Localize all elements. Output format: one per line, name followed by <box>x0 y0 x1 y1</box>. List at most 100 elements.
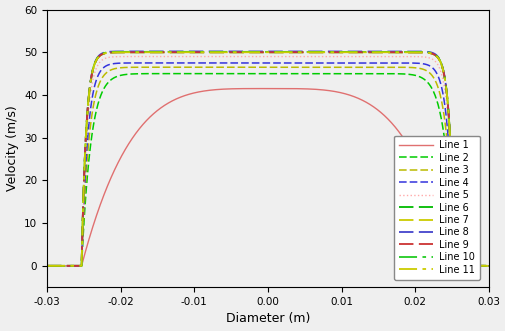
Line: Line 11: Line 11 <box>47 52 488 266</box>
Line 11 <box>379 50 385 54</box>
Line 5 <box>308 55 314 59</box>
Line 11 <box>80 199 86 203</box>
Line 5 <box>80 207 86 211</box>
Line 4 <box>278 61 284 65</box>
Line 8 <box>308 49 314 53</box>
Line 9 <box>437 62 443 66</box>
Line 6 <box>80 199 86 203</box>
Line 4 <box>80 215 86 219</box>
Line: Line 2: Line 2 <box>47 73 488 266</box>
Line 2 <box>157 71 163 75</box>
Line 10 <box>278 50 284 54</box>
Line 9 <box>485 264 491 268</box>
Line 10 <box>308 50 314 54</box>
Line 9 <box>44 264 50 268</box>
Line 11 <box>44 264 50 268</box>
Line 8 <box>157 49 163 53</box>
Line 2 <box>379 71 385 75</box>
Line 10 <box>437 61 443 65</box>
Line 8 <box>437 61 443 65</box>
Line 4 <box>379 61 385 65</box>
Line 9 <box>278 50 284 54</box>
Line 1 <box>157 107 163 111</box>
Line 3 <box>44 264 50 268</box>
Line 4 <box>485 264 491 268</box>
Line 1 <box>278 87 284 91</box>
Line 9 <box>191 50 197 54</box>
Line 3 <box>278 65 284 69</box>
Line 7 <box>157 50 163 54</box>
Line 6 <box>485 264 491 268</box>
Line 2 <box>485 264 491 268</box>
Line 8 <box>191 49 197 53</box>
Line 5 <box>44 264 50 268</box>
Line 10 <box>191 50 197 54</box>
Line 6 <box>44 264 50 268</box>
Line: Line 9: Line 9 <box>47 52 488 266</box>
Line 7 <box>44 264 50 268</box>
Line 7 <box>437 62 443 66</box>
Line 11 <box>437 62 443 66</box>
Line 11 <box>157 50 163 54</box>
Line 3 <box>308 65 314 69</box>
Line 10 <box>80 199 86 203</box>
Line: Line 3: Line 3 <box>47 67 488 266</box>
Line 9 <box>157 50 163 54</box>
Line 7 <box>379 50 385 54</box>
Line 4 <box>211 61 217 65</box>
Line 10 <box>157 50 163 54</box>
Line 5 <box>485 264 491 268</box>
Line 2 <box>44 264 50 268</box>
Line 3 <box>157 65 163 69</box>
Line 6 <box>379 50 385 54</box>
Line 2 <box>80 232 86 236</box>
Line 2 <box>308 71 314 75</box>
Line: Line 5: Line 5 <box>47 57 488 266</box>
Line 11 <box>191 50 197 54</box>
Line 3 <box>223 65 229 69</box>
Line 7 <box>308 50 314 54</box>
Line 2 <box>236 71 242 75</box>
Line 7 <box>80 199 86 203</box>
Line 1 <box>44 264 50 268</box>
Line 2 <box>437 116 443 119</box>
Line: Line 1: Line 1 <box>47 89 488 266</box>
Line: Line 4: Line 4 <box>47 63 488 266</box>
Line 10 <box>379 50 385 54</box>
Line 10 <box>44 264 50 268</box>
Line: Line 8: Line 8 <box>47 51 488 266</box>
Line 6 <box>278 50 284 54</box>
Line 6 <box>191 50 197 54</box>
Line 3 <box>485 264 491 268</box>
Line 1 <box>485 264 491 268</box>
Line 11 <box>485 264 491 268</box>
Line 9 <box>80 199 86 203</box>
Line 9 <box>379 50 385 54</box>
Line: Line 6: Line 6 <box>47 52 488 266</box>
Line 5 <box>157 55 163 59</box>
Line 4 <box>308 61 314 65</box>
Line 6 <box>157 50 163 54</box>
Line 1 <box>264 87 270 91</box>
X-axis label: Diameter (m): Diameter (m) <box>225 312 310 325</box>
Line 1 <box>437 218 443 222</box>
Line 7 <box>191 50 197 54</box>
Line 8 <box>379 49 385 53</box>
Line 3 <box>80 224 86 228</box>
Line: Line 10: Line 10 <box>47 52 488 266</box>
Line 5 <box>379 55 385 59</box>
Line 7 <box>485 264 491 268</box>
Line 2 <box>278 71 284 75</box>
Line 3 <box>437 97 443 101</box>
Legend: Line 1, Line 2, Line 3, Line 4, Line 5, Line 6, Line 7, Line 8, Line 9, Line 10,: Line 1, Line 2, Line 3, Line 4, Line 5, … <box>393 135 479 279</box>
Line 3 <box>379 65 385 69</box>
Line: Line 7: Line 7 <box>47 52 488 266</box>
Line 4 <box>437 83 443 87</box>
Line 10 <box>485 264 491 268</box>
Line 7 <box>278 50 284 54</box>
Line 9 <box>308 50 314 54</box>
Line 8 <box>485 264 491 268</box>
Line 4 <box>44 264 50 268</box>
Line 1 <box>308 87 314 91</box>
Line 5 <box>437 71 443 74</box>
